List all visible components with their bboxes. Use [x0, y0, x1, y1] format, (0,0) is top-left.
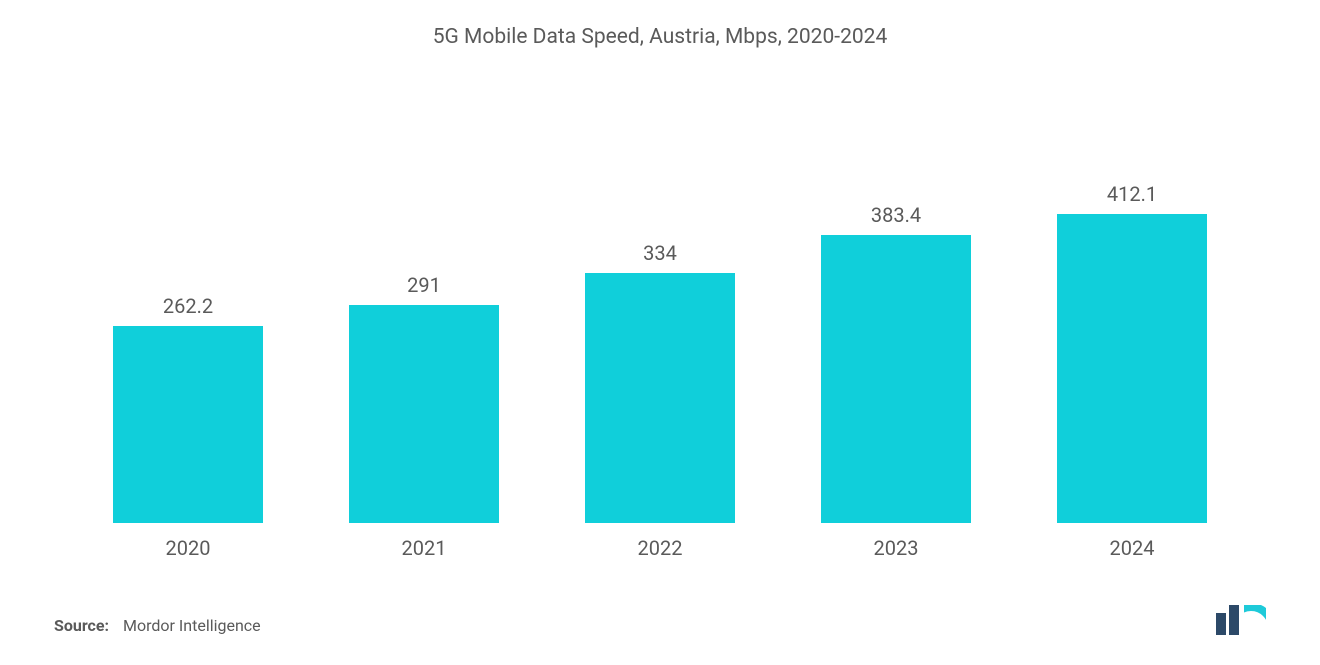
bar-value-label: 383.4: [871, 203, 921, 227]
source-attribution: Source: Mordor Intelligence: [54, 616, 261, 635]
bar-value-label: 334: [643, 241, 677, 265]
bar-group: 334: [570, 241, 750, 524]
logo-bar-1: [1216, 613, 1226, 635]
bar: [821, 235, 971, 523]
x-axis: 2020 2021 2022 2023 2024: [50, 524, 1270, 560]
chart-title: 5G Mobile Data Speed, Austria, Mbps, 202…: [50, 25, 1270, 49]
x-axis-label: 2022: [570, 536, 750, 560]
bar-group: 412.1: [1042, 182, 1222, 523]
bar: [349, 305, 499, 523]
bar: [113, 326, 263, 523]
logo-arc: [1242, 605, 1266, 635]
x-axis-label: 2023: [806, 536, 986, 560]
x-axis-label: 2024: [1042, 536, 1222, 560]
chart-footer: Source: Mordor Intelligence: [50, 605, 1270, 635]
bar-value-label: 412.1: [1107, 182, 1157, 206]
bar-group: 291: [334, 273, 514, 523]
x-axis-label: 2021: [334, 536, 514, 560]
bar-value-label: 262.2: [163, 294, 213, 318]
mordor-logo-icon: [1216, 605, 1266, 635]
source-text: Mordor Intelligence: [123, 616, 261, 635]
x-axis-label: 2020: [98, 536, 278, 560]
bar: [585, 273, 735, 524]
source-label: Source:: [54, 616, 109, 635]
bar-group: 262.2: [98, 294, 278, 523]
bar-value-label: 291: [407, 273, 441, 297]
logo-bar-2: [1229, 605, 1239, 635]
bar: [1057, 214, 1207, 523]
bar-group: 383.4: [806, 203, 986, 523]
chart-container: 5G Mobile Data Speed, Austria, Mbps, 202…: [0, 0, 1320, 665]
plot-area: 262.2 291 334 383.4 412.1: [50, 59, 1270, 524]
